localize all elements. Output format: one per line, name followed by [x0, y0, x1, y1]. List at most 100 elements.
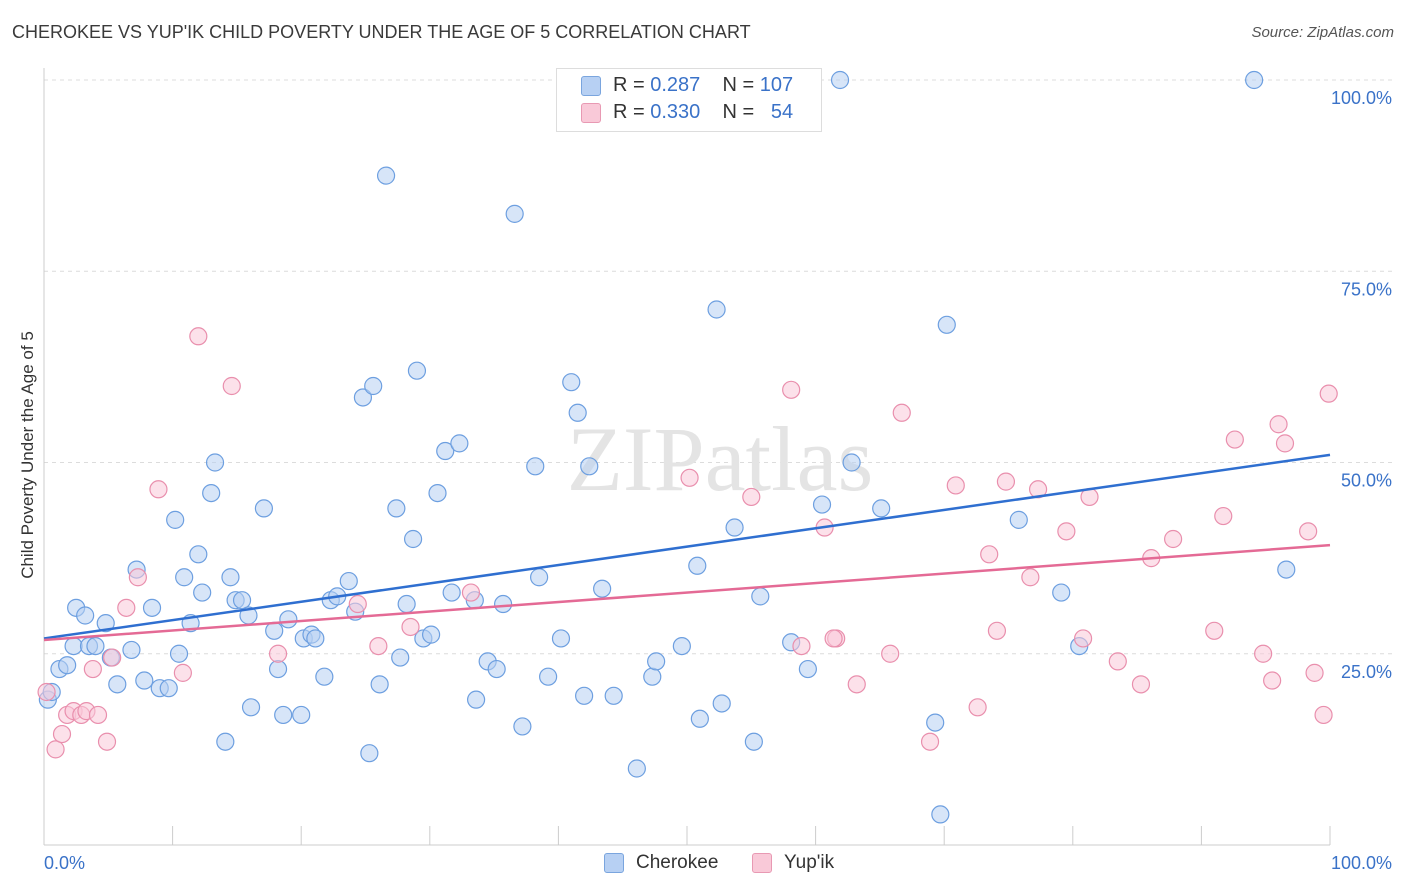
legend-text-cherokee: R = 0.287 N = 107	[613, 74, 793, 97]
cherokee-point	[221, 568, 240, 587]
cherokee-point	[937, 315, 956, 334]
yupik-swatch	[581, 103, 601, 123]
cherokee-point	[1245, 70, 1264, 90]
yupik-point	[1225, 430, 1244, 449]
cherokee-swatch	[581, 76, 601, 96]
yupik-point	[401, 617, 420, 637]
yupik-point	[173, 663, 192, 682]
cherokee-point	[265, 621, 284, 640]
cherokee-point	[193, 583, 212, 602]
cherokee-point	[450, 434, 469, 453]
yupik-point	[742, 487, 761, 507]
cherokee-point	[751, 587, 770, 606]
cherokee-point	[487, 659, 506, 679]
yupik-point	[128, 568, 147, 587]
grid-lines	[44, 79, 1392, 655]
cherokee-point	[604, 686, 623, 705]
yupik-point	[37, 682, 56, 702]
cherokee-point	[872, 499, 891, 518]
cherokee-point	[376, 166, 396, 185]
cherokee-point	[842, 453, 861, 472]
cherokee-point	[96, 614, 115, 633]
cherokee-point	[712, 694, 731, 713]
cherokee-point	[391, 648, 410, 667]
cherokee-point	[1277, 560, 1296, 579]
yupik-point	[1254, 644, 1273, 663]
cherokee-point	[205, 453, 225, 472]
cherokee-point	[64, 636, 83, 656]
cherokee-point	[274, 705, 293, 725]
chart-source: Source: ZipAtlas.com	[1251, 24, 1394, 41]
cherokee-point	[86, 636, 105, 656]
cherokee-point	[254, 499, 274, 518]
n-value: 107	[759, 74, 794, 96]
cherokee-point	[292, 705, 311, 725]
yupik-point	[83, 659, 102, 679]
cherokee-point	[339, 571, 358, 591]
trend-lines	[43, 453, 1331, 642]
yupik-point	[1021, 568, 1040, 587]
yupik-point	[987, 621, 1007, 640]
yupik-point	[103, 648, 122, 667]
yupik-point	[1214, 506, 1233, 526]
legend-text-yupik: R = 0.330 N = 54	[613, 101, 793, 124]
cherokee-point	[494, 594, 513, 614]
cherokee-point	[360, 744, 379, 763]
yupik-point	[1314, 705, 1333, 725]
cherokee-point	[202, 484, 221, 503]
yupik-trend-line	[43, 543, 1331, 642]
cherokee-point	[58, 656, 77, 675]
yupik-point	[1263, 671, 1282, 690]
yupik-point	[1299, 522, 1318, 541]
r-label: R =	[613, 101, 645, 123]
y-tick-label: 75.0%	[1341, 279, 1392, 299]
n-value: 54	[770, 101, 794, 123]
cherokee-point	[397, 594, 416, 614]
yupik-point	[46, 740, 65, 759]
yupik-legend-swatch	[752, 853, 772, 873]
y-tick-label: 100.0%	[1331, 88, 1392, 108]
cherokee-point	[568, 403, 587, 422]
cherokee-point	[232, 591, 252, 610]
yupik-point	[1131, 675, 1151, 694]
yupik-point	[97, 732, 117, 751]
yupik-point	[1305, 663, 1324, 682]
axes	[43, 68, 1331, 846]
y-axis-label: Child Poverty Under the Age of 5	[18, 331, 37, 579]
cherokee-legend-label: Cherokee	[636, 852, 719, 873]
cherokee-point	[189, 545, 208, 564]
cherokee-point	[353, 388, 373, 407]
yupik-point	[149, 480, 168, 499]
cherokee-point	[364, 376, 383, 396]
yupik-point	[1275, 434, 1295, 453]
y-tick-label: 50.0%	[1341, 471, 1392, 491]
cherokee-point	[407, 361, 427, 380]
n-label: N =	[722, 74, 755, 96]
yupik-legend-label: Yup'ik	[784, 852, 835, 873]
x-tick-label: 0.0%	[44, 853, 85, 873]
cherokee-point	[830, 70, 850, 90]
cherokee-point	[690, 709, 709, 728]
yupik-point	[847, 675, 866, 694]
cherokee-point	[142, 598, 162, 617]
cherokee-point	[428, 484, 447, 503]
cherokee-point	[421, 625, 441, 644]
cherokee-point	[744, 732, 763, 751]
cherokee-point	[1009, 510, 1028, 529]
cherokee-point	[513, 717, 532, 736]
cherokee-point	[593, 579, 612, 598]
cherokee-point	[647, 652, 666, 671]
cherokee-point	[672, 636, 691, 656]
yupik-point	[461, 583, 481, 602]
yupik-point	[792, 636, 811, 656]
yupik-point	[680, 468, 699, 487]
yupik-point	[1164, 529, 1183, 549]
cherokee-point	[216, 732, 235, 751]
cherokee-point	[241, 698, 261, 717]
cherokee-point	[370, 675, 389, 694]
cherokee-point	[175, 568, 194, 587]
cherokee-point	[122, 640, 141, 660]
yupik-point	[881, 644, 900, 663]
yupik-point	[1319, 384, 1338, 403]
